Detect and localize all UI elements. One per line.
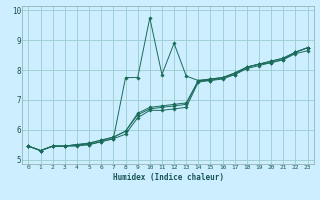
X-axis label: Humidex (Indice chaleur): Humidex (Indice chaleur)	[113, 173, 223, 182]
